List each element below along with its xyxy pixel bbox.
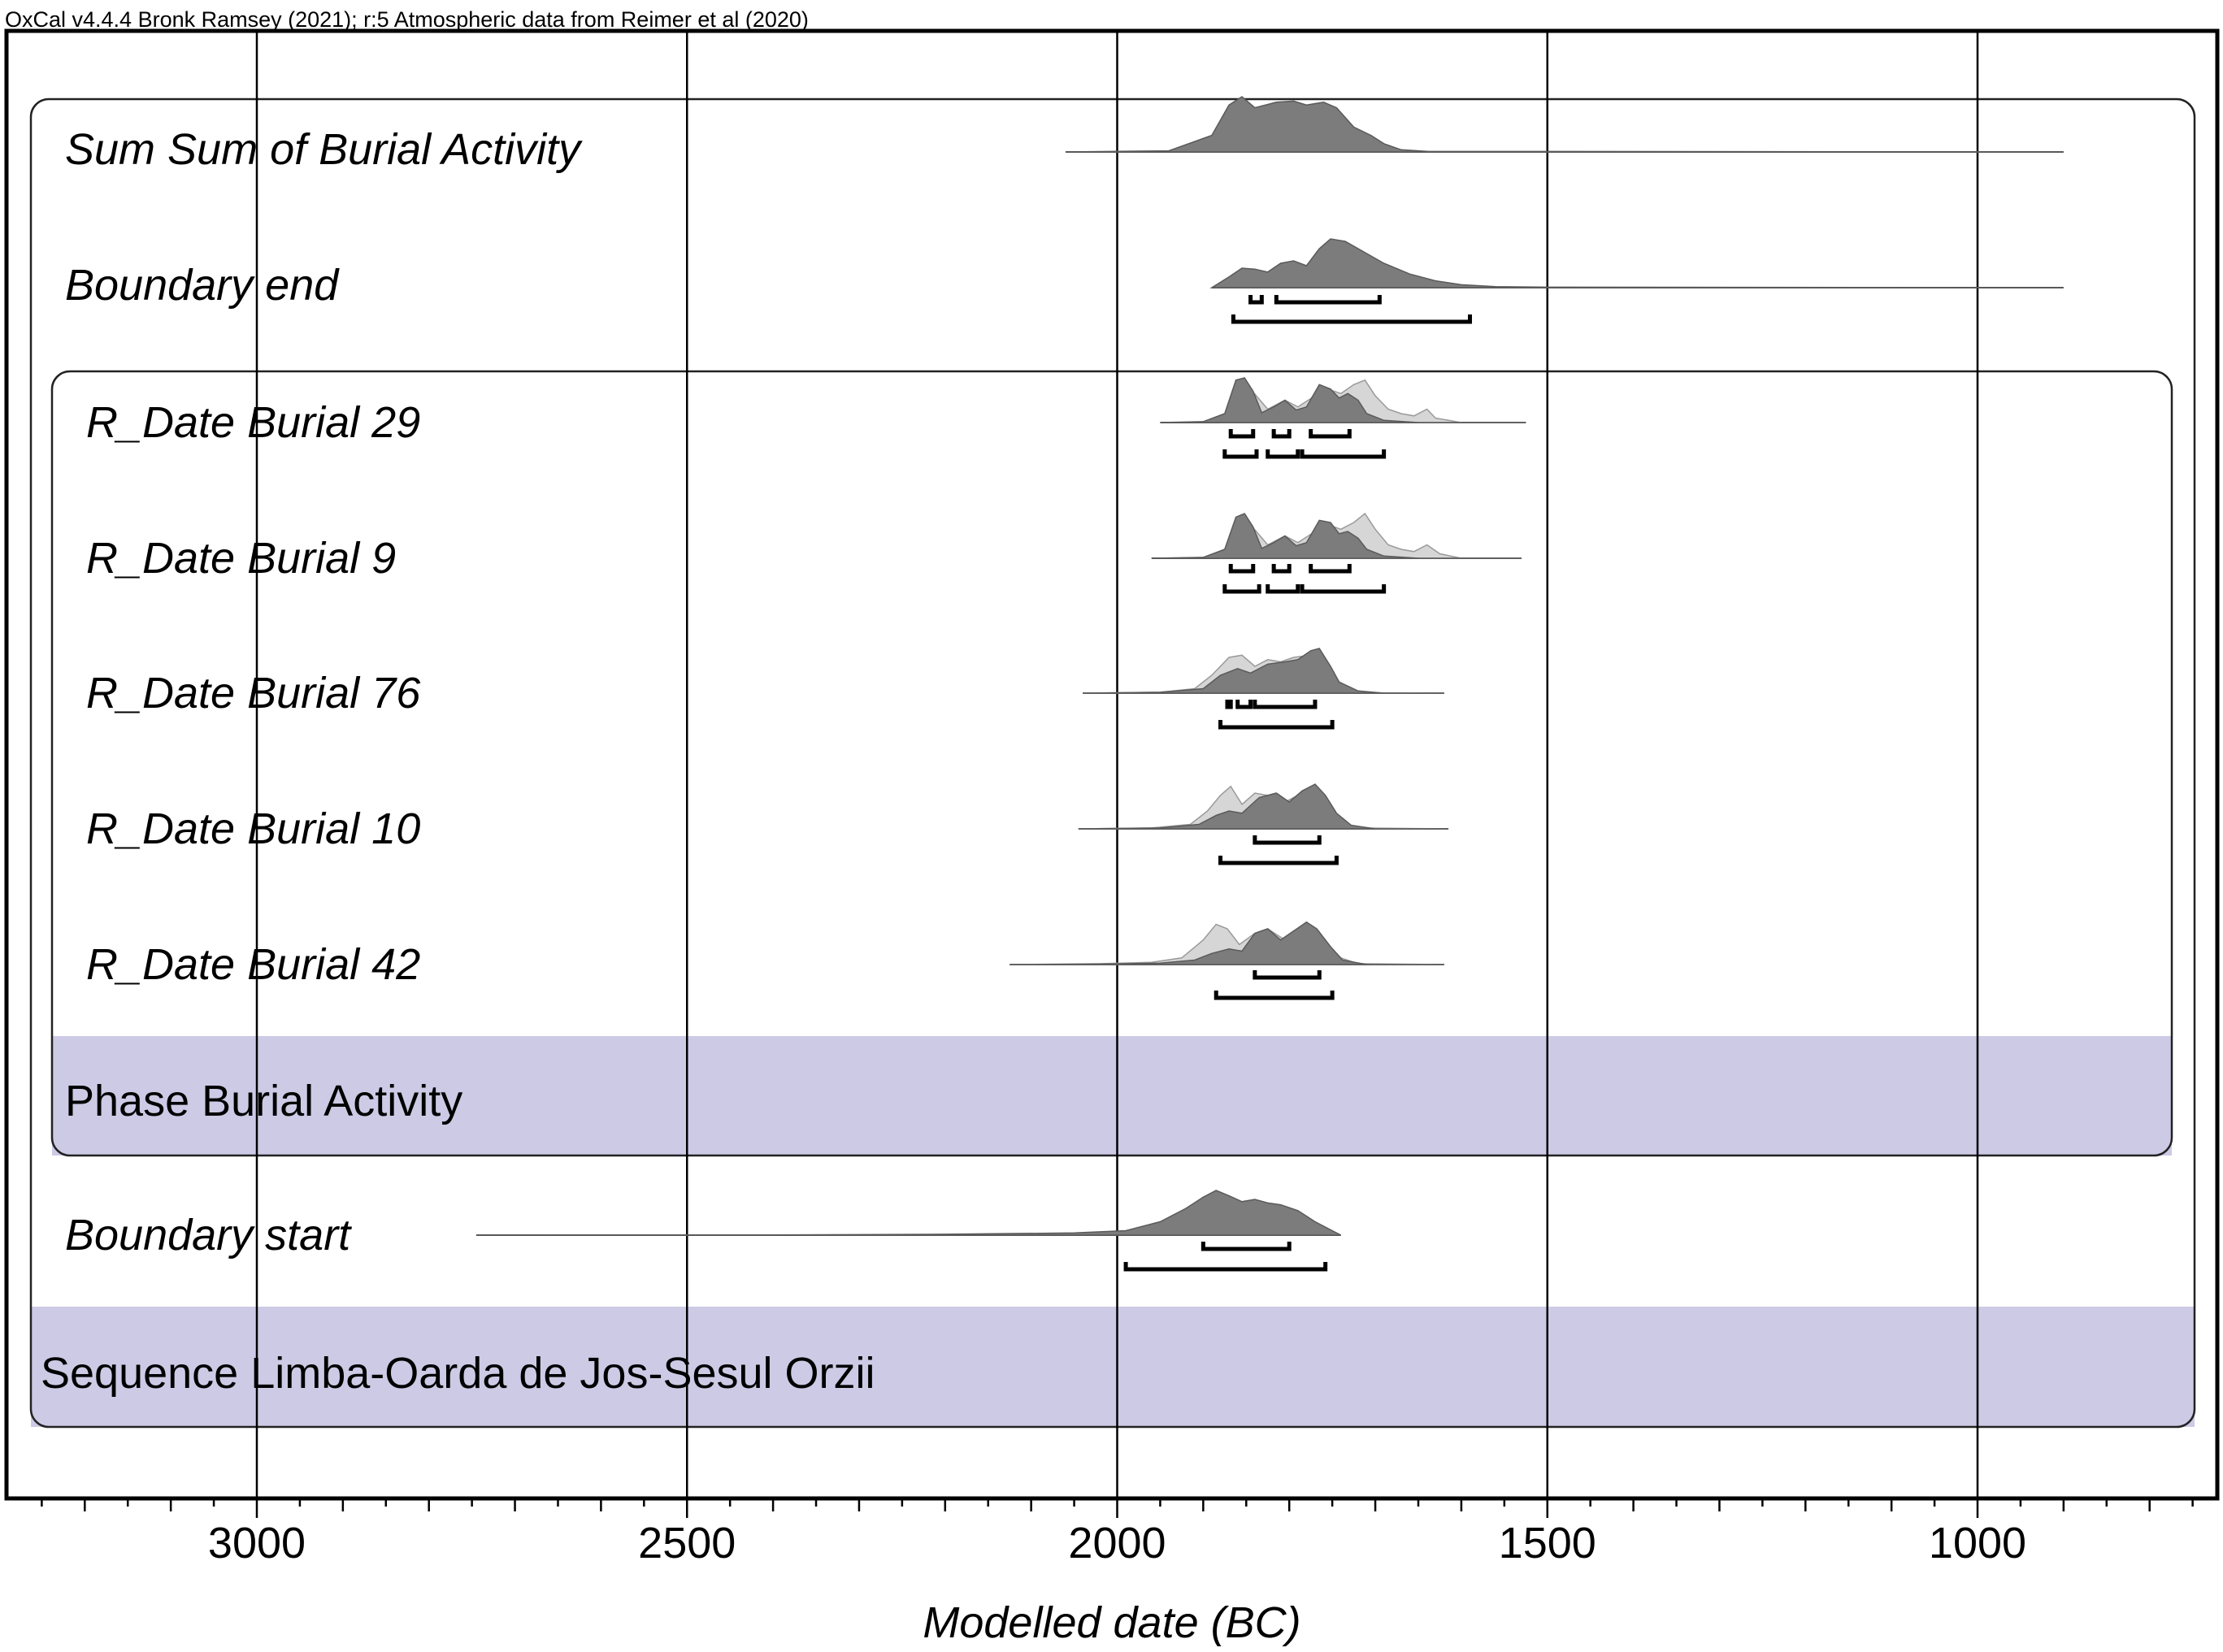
row-2-range95-0 — [1222, 449, 1259, 459]
row-2-posterior — [1160, 377, 1526, 423]
row-4-range68-2 — [1253, 700, 1318, 709]
phase-box — [50, 370, 2173, 1157]
row-6-range68-0 — [1253, 970, 1322, 980]
row-2-range68-0 — [1228, 429, 1256, 439]
row-3-range95-0 — [1222, 584, 1261, 594]
row-labels: Sum Sum of Burial Activity Boundary end R_… — [41, 125, 875, 1398]
row-8-range68-0 — [1201, 1242, 1292, 1251]
row-3-range68-0 — [1228, 564, 1256, 574]
row-0-posterior — [1065, 96, 2064, 153]
row-0-distribution — [1065, 96, 2064, 153]
row-1-range68-1 — [1274, 295, 1382, 305]
row-4-range68-1 — [1235, 700, 1253, 709]
row-6-posterior — [1009, 921, 1444, 965]
tick-label-2000: 2000 — [1068, 1519, 1166, 1567]
row-label-2: R_Date Burial 29 — [86, 398, 420, 447]
row-label-8: Boundary start — [65, 1211, 352, 1260]
row-2-range95-2 — [1300, 449, 1387, 459]
row-3-range95-1 — [1266, 584, 1300, 594]
row-2-range68-2 — [1309, 429, 1352, 439]
row-5-distribution — [1078, 783, 1449, 865]
row-label-3: R_Date Burial 9 — [86, 534, 396, 583]
row-label-7: Phase Burial Activity — [65, 1077, 462, 1125]
x-axis: 3000 2500 2000 1500 1000 — [41, 1498, 2194, 1567]
row-2-range95-1 — [1266, 449, 1300, 459]
row-3-range95-2 — [1300, 584, 1387, 594]
row-4-distribution — [1083, 648, 1444, 730]
row-1-distribution — [1209, 238, 2064, 324]
row-8-distribution — [475, 1190, 1342, 1272]
row-5-posterior — [1078, 783, 1449, 830]
row-4-posterior — [1083, 648, 1444, 694]
row-2-distribution — [1160, 377, 1526, 459]
sequence-box — [29, 98, 2196, 1429]
row-3-posterior — [1151, 513, 1522, 559]
row-4-range68-0 — [1225, 700, 1233, 709]
row-label-5: R_Date Burial 10 — [86, 804, 420, 853]
row-label-9: Sequence Limba-Oarda de Jos-Sesul Orzii — [41, 1349, 875, 1398]
row-5-range95-0 — [1218, 856, 1339, 865]
row-6-distribution — [1009, 921, 1444, 1000]
row-1-range95-0 — [1231, 314, 1472, 324]
row-label-1: Boundary end — [65, 261, 340, 310]
plot-frame — [4, 28, 2220, 1501]
row-3-range68-1 — [1271, 564, 1292, 574]
sequence-band — [31, 1307, 2195, 1427]
row-1-range68-0 — [1248, 295, 1264, 305]
row-4-range95-0 — [1218, 720, 1335, 730]
row-label-0: Sum Sum of Burial Activity — [65, 125, 583, 174]
sequence-group — [29, 98, 2196, 1429]
phase-group — [50, 370, 2173, 1157]
tick-label-2500: 2500 — [638, 1519, 736, 1567]
row-6-range95-0 — [1214, 991, 1335, 1000]
tick-label-1000: 1000 — [1929, 1519, 2026, 1567]
row-8-posterior — [475, 1190, 1342, 1236]
tick-label-1500: 1500 — [1499, 1519, 1596, 1567]
phase-band — [52, 1036, 2172, 1156]
row-8-range95-0 — [1123, 1262, 1328, 1272]
row-3-distribution — [1151, 512, 1522, 594]
row-label-4: R_Date Burial 76 — [86, 669, 421, 718]
row-label-6: R_Date Burial 42 — [86, 940, 420, 989]
row-2-range68-1 — [1271, 429, 1292, 439]
row-1-posterior — [1209, 238, 2064, 288]
row-5-range68-0 — [1253, 835, 1322, 845]
credit-text: OxCal v4.4.4 Bronk Ramsey (2021); r:5 At… — [5, 7, 809, 32]
x-axis-title: Modelled date (BC) — [923, 1598, 1300, 1647]
row-3-range68-2 — [1309, 564, 1352, 574]
tick-label-3000: 3000 — [208, 1519, 306, 1567]
distributions — [475, 96, 2064, 1272]
gridlines — [255, 31, 1979, 1498]
